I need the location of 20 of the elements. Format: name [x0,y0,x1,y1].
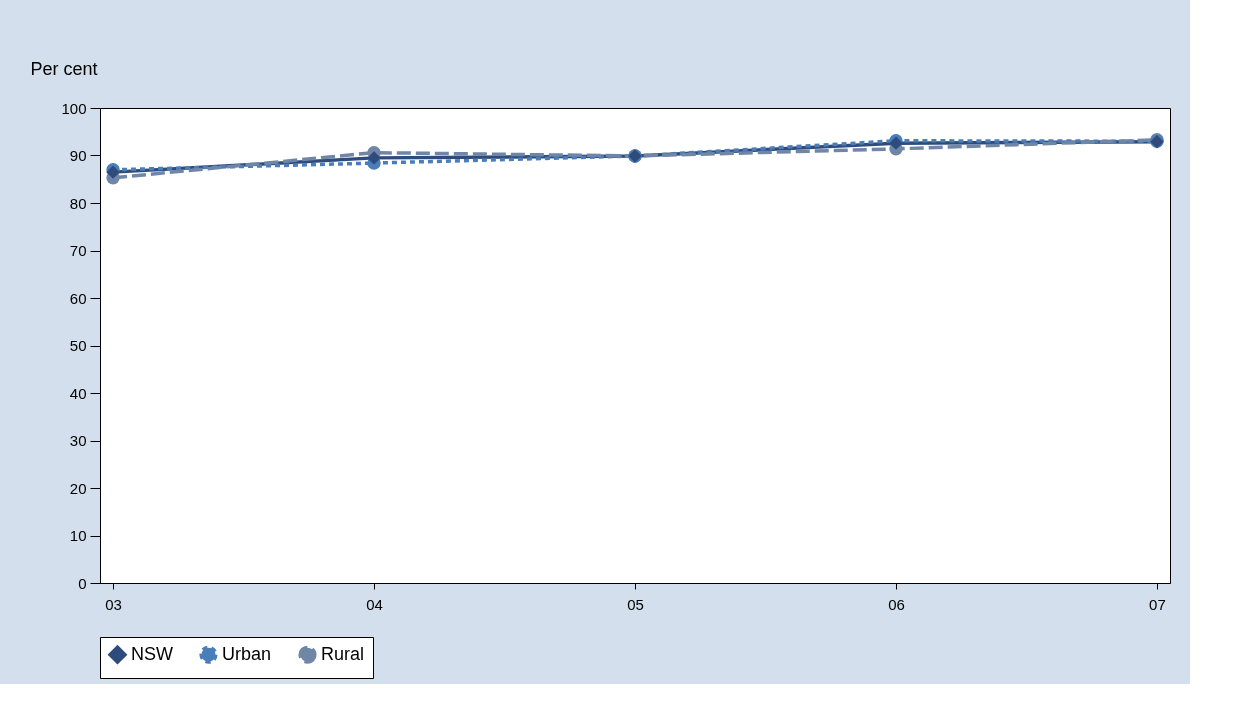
x-tick-label: 04 [366,595,383,613]
y-tick-label: 30 [69,432,87,449]
y-tick-label: 60 [69,289,87,307]
legend-label: Urban [222,643,272,664]
x-tick-label: 07 [1149,595,1166,613]
y-tick-label: 70 [69,242,87,259]
y-tick-label: 90 [69,147,87,164]
y-tick-label: 40 [69,384,87,402]
legend-label: NSW [131,643,173,664]
y-tick-label: 0 [78,574,87,592]
y-tick-label: 100 [61,99,87,117]
y-tick-label: 20 [69,479,87,497]
x-tick-label: 06 [888,595,905,613]
x-tick-label: 05 [627,595,644,613]
y-tick-label: 80 [69,194,87,212]
y-tick-label: 50 [69,337,87,354]
legend-label: Rural [321,643,365,664]
y-tick-label: 10 [69,527,87,544]
y-axis-title: Per cent [30,58,98,79]
x-tick-label: 03 [105,595,122,613]
